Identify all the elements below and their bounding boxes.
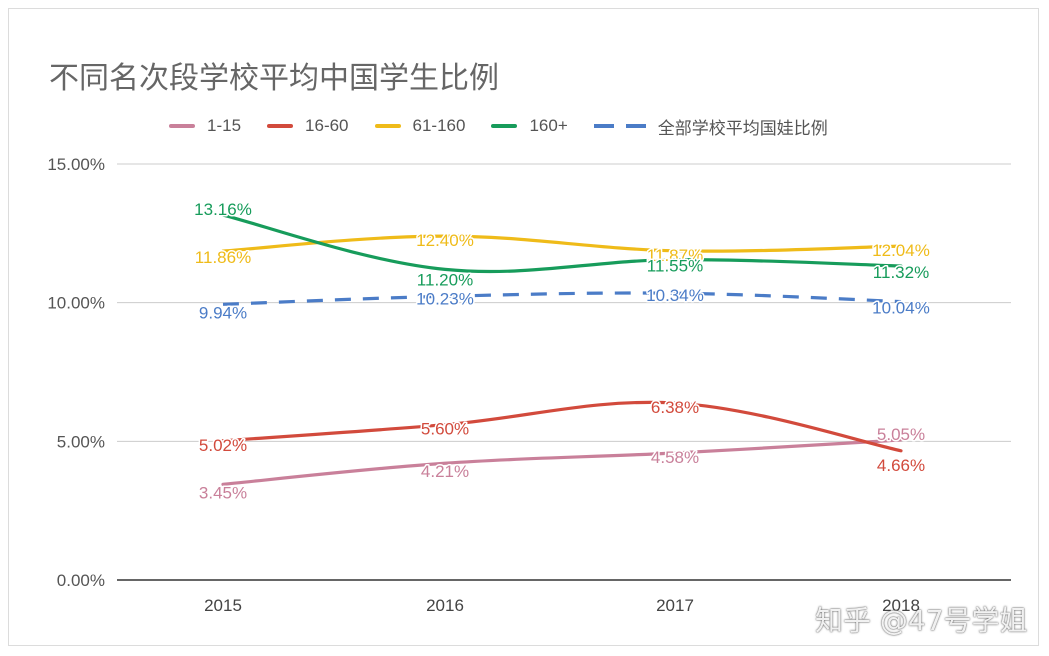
x-tick-label: 2017 — [656, 596, 694, 615]
legend-label: 1-15 — [207, 116, 242, 135]
data-label: 11.32% — [873, 263, 929, 282]
series-line — [221, 438, 903, 486]
legend-item: 16-60 — [267, 116, 349, 136]
chart-legend: 1-15 16-60 61-160 160+ 全部学校平均国娃比例 — [169, 113, 854, 139]
data-label: 3.45% — [199, 483, 247, 502]
legend-swatch — [491, 124, 518, 128]
legend-item: 61-160 — [374, 116, 466, 136]
legend-item: 160+ — [491, 116, 568, 136]
data-label: 9.94% — [199, 303, 247, 322]
chart-title: 不同名次段学校平均中国学生比例 — [49, 61, 499, 96]
line-chart: 0.00% 5.00% 10.00% 15.00% 2015 2016 2017 2018 3.… — [47, 155, 1011, 615]
legend-swatch — [593, 124, 646, 128]
legend-label: 16-60 — [305, 116, 349, 135]
data-label: 5.02% — [199, 436, 247, 455]
series-line — [221, 213, 903, 274]
series-line — [222, 291, 902, 306]
data-label: 13.16% — [194, 200, 252, 219]
data-label: 11.20% — [417, 270, 473, 289]
series-line — [221, 400, 903, 453]
legend-label: 160+ — [529, 116, 568, 135]
legend-label: 61-160 — [412, 116, 466, 135]
y-tick-label: 0.00% — [57, 571, 105, 590]
data-label: 6.38% — [651, 398, 699, 417]
y-tick-label: 15.00% — [47, 155, 105, 174]
watermark: 知乎 @47号学姐 — [815, 604, 1028, 637]
legend-swatch — [374, 124, 401, 128]
data-label: 4.21% — [421, 462, 469, 481]
data-label: 11.55% — [647, 257, 703, 276]
data-label: 10.34% — [646, 286, 704, 305]
series-line — [221, 234, 903, 253]
data-label: 11.87% — [647, 246, 703, 265]
data-label: 4.66% — [877, 456, 925, 475]
chart-frame: 不同名次段学校平均中国学生比例 1-15 16-60 61-160 160+ 全部学校平… — [8, 8, 1039, 646]
x-tick-label: 2018 — [882, 596, 920, 615]
data-label: 5.05% — [877, 425, 925, 444]
x-tick-label: 2015 — [204, 596, 242, 615]
legend-swatch — [267, 124, 294, 128]
data-label: 11.86% — [195, 248, 251, 267]
data-label: 10.04% — [872, 299, 930, 318]
data-label: 5.60% — [421, 420, 469, 439]
data-label: 12.04% — [872, 241, 930, 260]
legend-item: 1-15 — [169, 116, 241, 136]
data-label: 4.58% — [651, 448, 699, 467]
y-tick-label: 10.00% — [47, 294, 105, 313]
legend-item: 全部学校平均国娃比例 — [593, 114, 828, 139]
y-tick-label: 5.00% — [57, 432, 105, 451]
data-label: 10.23% — [416, 289, 474, 308]
data-label: 12.40% — [416, 231, 474, 250]
legend-swatch — [169, 124, 195, 128]
legend-label: 全部学校平均国娃比例 — [657, 118, 828, 138]
x-tick-label: 2016 — [426, 596, 464, 615]
